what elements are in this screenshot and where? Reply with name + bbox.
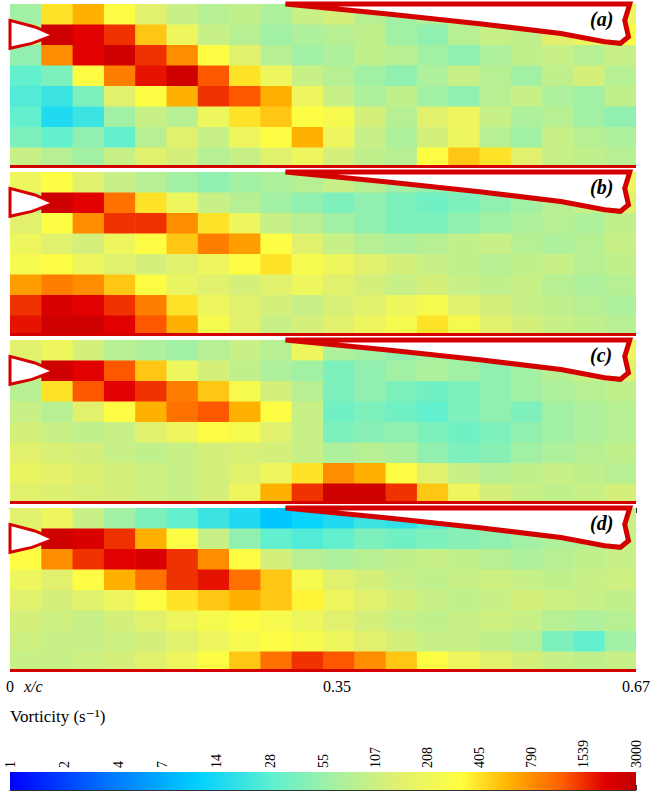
svg-text:2: 2 — [57, 761, 72, 768]
svg-text:405: 405 — [472, 747, 487, 768]
svg-text:7: 7 — [155, 761, 170, 768]
svg-text:790: 790 — [524, 747, 539, 768]
svg-text:107: 107 — [368, 747, 383, 768]
svg-text:4: 4 — [111, 761, 126, 768]
svg-text:(d): (d) — [590, 512, 613, 535]
svg-text:0.35: 0.35 — [323, 678, 351, 695]
svg-text:(b): (b) — [590, 176, 613, 199]
svg-text:0: 0 — [6, 678, 14, 695]
svg-text:28: 28 — [263, 754, 278, 768]
svg-text:208: 208 — [420, 747, 435, 768]
svg-text:x/c: x/c — [23, 678, 43, 695]
svg-text:(c): (c) — [590, 344, 612, 367]
svg-text:3000: 3000 — [629, 740, 644, 768]
svg-text:1: 1 — [3, 761, 18, 768]
svg-text:55: 55 — [316, 754, 331, 768]
svg-text:1539: 1539 — [576, 740, 591, 768]
svg-text:(a): (a) — [590, 8, 613, 31]
svg-text:0.67: 0.67 — [622, 678, 650, 695]
svg-text:14: 14 — [209, 754, 224, 768]
svg-text:Vorticity (s⁻¹): Vorticity (s⁻¹) — [10, 707, 105, 726]
